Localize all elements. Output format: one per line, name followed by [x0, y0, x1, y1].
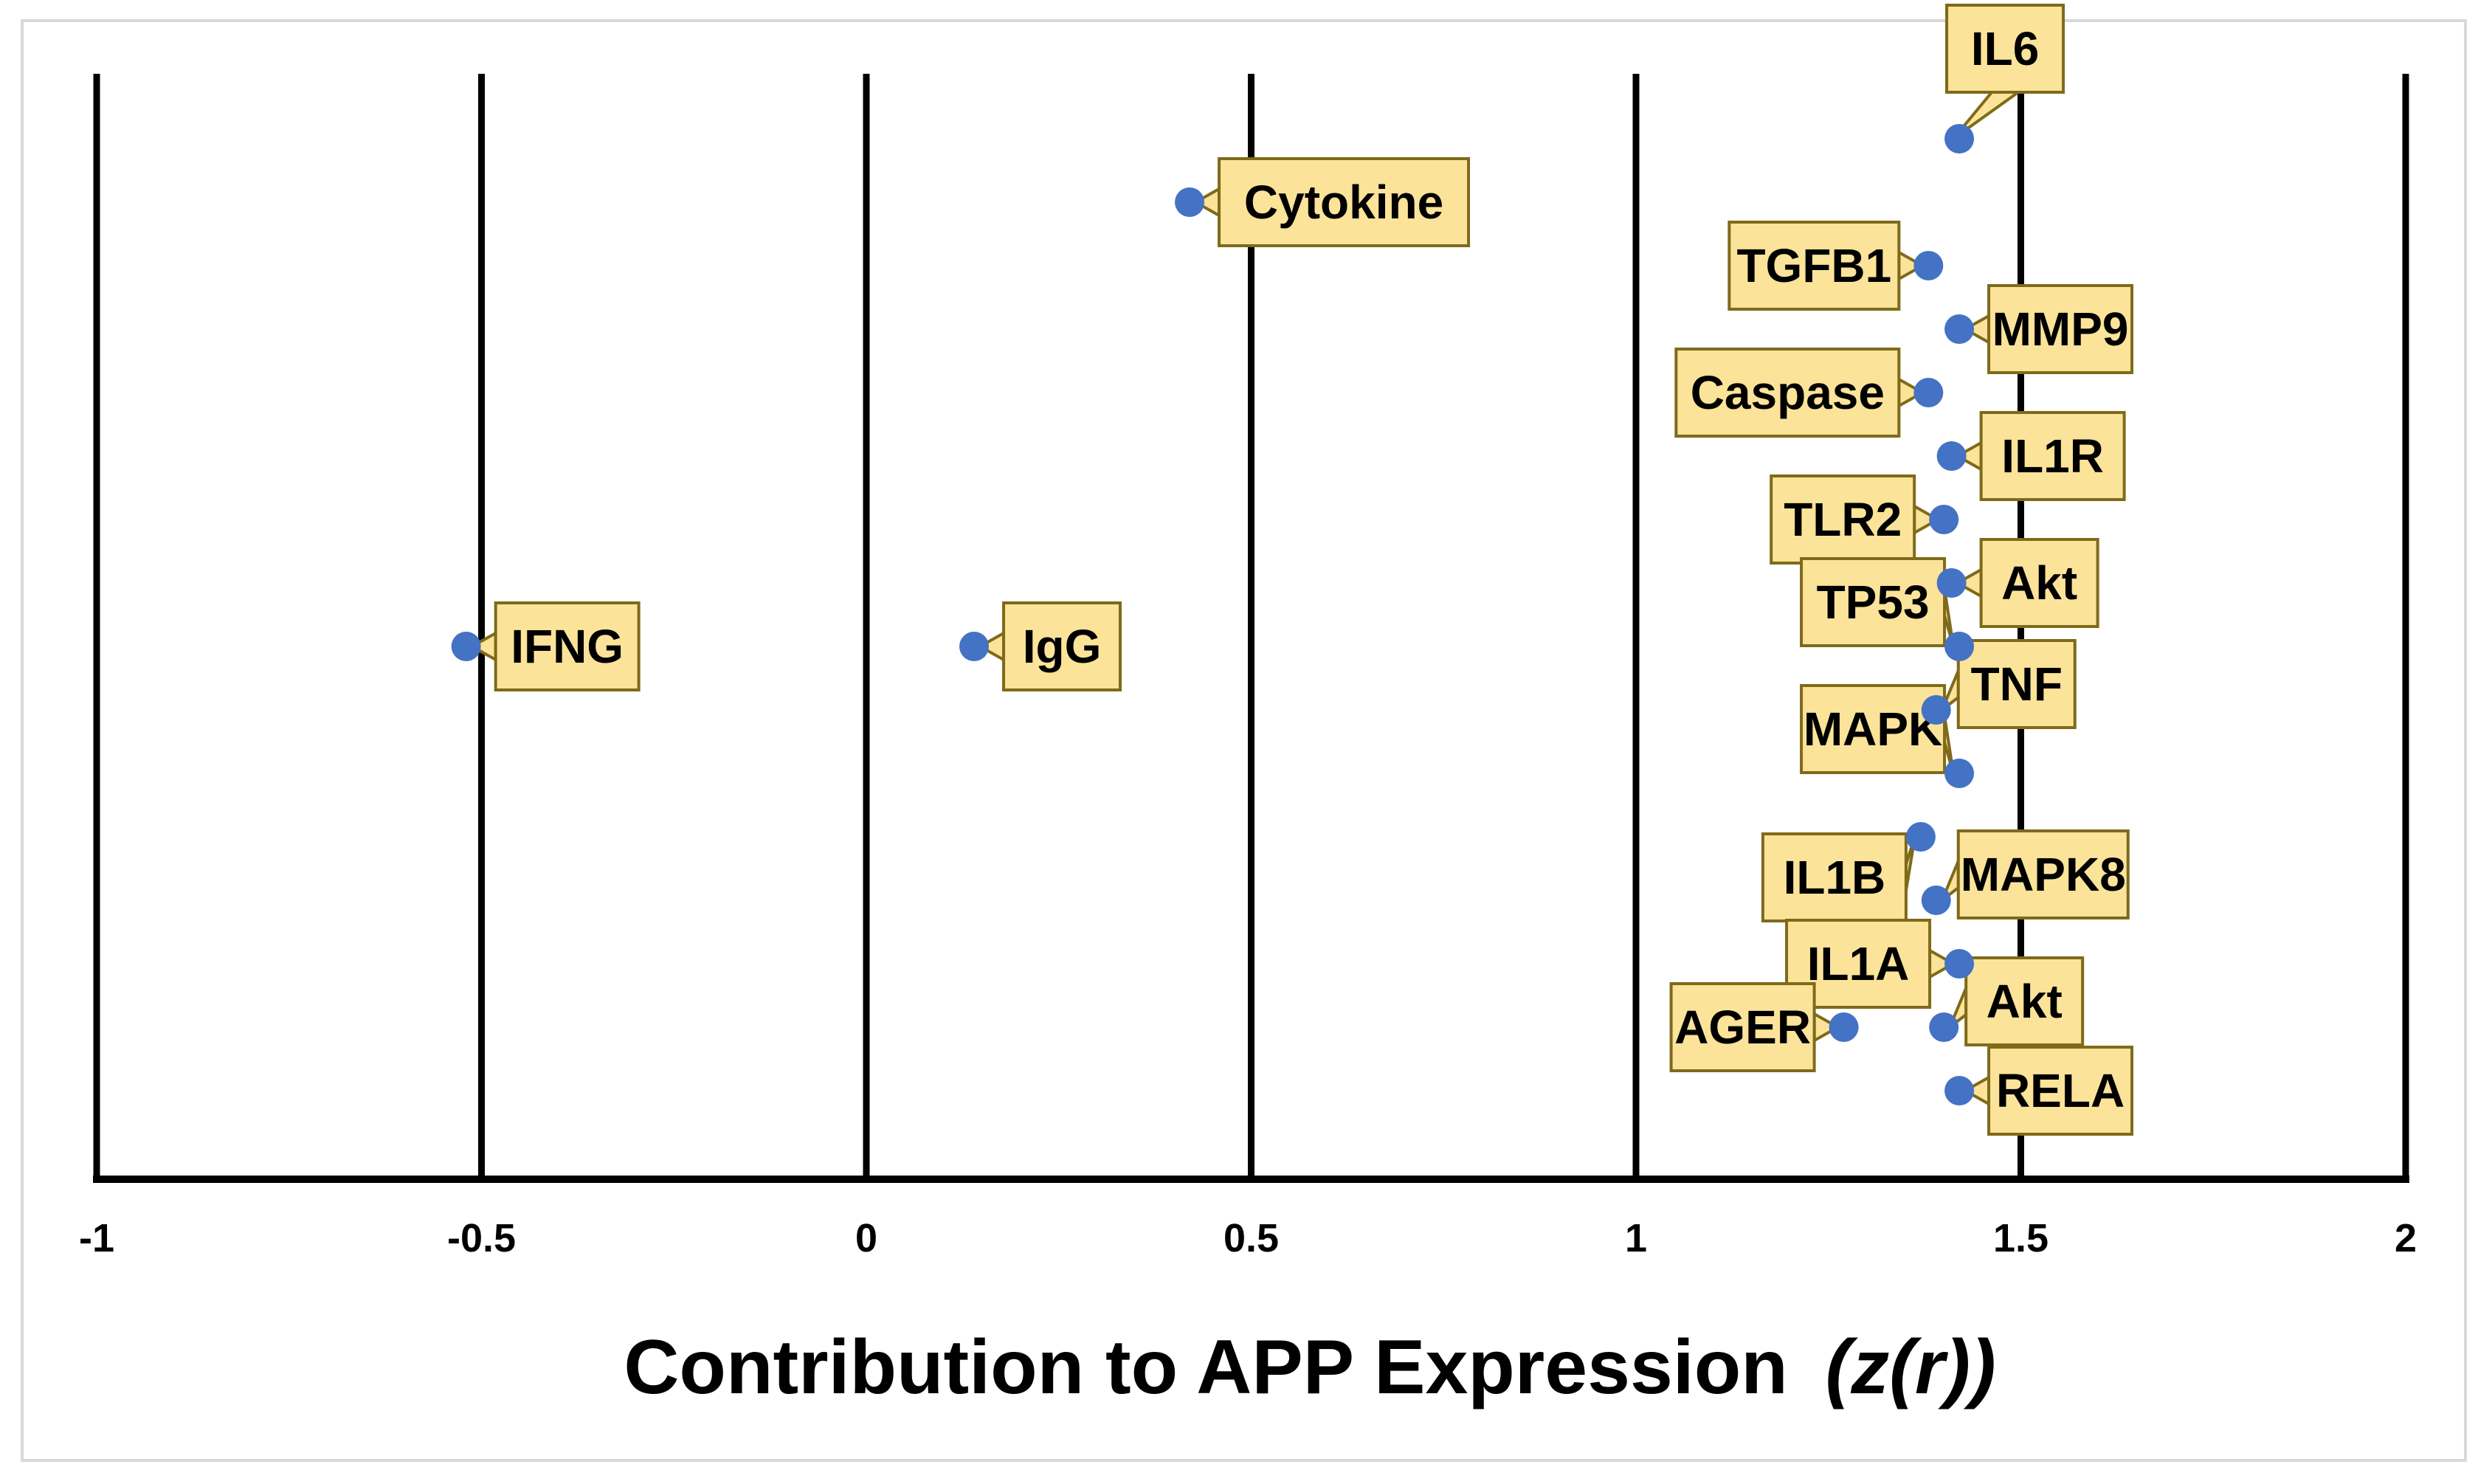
x-tick-label: -1 — [79, 1216, 114, 1260]
data-point-mapk8 — [1921, 886, 1951, 915]
point-label: AGER — [1674, 1001, 1811, 1054]
callout-box — [1800, 557, 1947, 647]
data-point-ifng — [451, 632, 481, 661]
point-label: MAPK8 — [1961, 848, 2126, 901]
callout-igg: IgG — [976, 601, 1122, 691]
callout-il1b: IL1B — [1761, 832, 1916, 922]
x-axis-title: Contribution to APP Expression (z(r)) — [624, 1325, 1995, 1410]
callout-box — [1956, 829, 2130, 919]
callout-box — [1674, 348, 1901, 438]
callout-labels: IL6 Cytokine TGFB1 MMP9 Caspase IL1R TLR2 Akt IF… — [469, 4, 2134, 1136]
callout-tp53: TP53 — [1800, 557, 1956, 647]
callout-box — [1956, 639, 2077, 729]
callout-tlr2: TLR2 — [1770, 474, 1942, 565]
data-point-il1a — [1944, 949, 1975, 979]
callout-mapk8: MAPK8 — [1939, 829, 2130, 919]
point-label: IL6 — [1971, 22, 2039, 75]
x-tick-label: 2 — [2395, 1216, 2417, 1260]
data-point-rela — [1944, 1076, 1975, 1105]
x-tick-labels: -1 -0.5 0 0.5 1 1.5 2 — [79, 1216, 2417, 1260]
data-point-igg — [959, 632, 990, 661]
point-label: MAPK — [1804, 703, 1942, 756]
callout-box — [1761, 832, 1908, 922]
callout-box — [1002, 601, 1122, 691]
point-label: RELA — [1996, 1064, 2125, 1117]
callout-akt: Akt — [1954, 538, 2099, 628]
point-label: Akt — [1987, 975, 2063, 1028]
x-tick-label: 1.5 — [1993, 1216, 2049, 1260]
callout-tnf: TNF — [1939, 639, 2077, 729]
callout-box — [1979, 411, 2126, 501]
callout-caspase: Caspase — [1674, 348, 1926, 438]
callout-box — [1800, 684, 1947, 774]
data-point-mapk — [1944, 759, 1975, 788]
data-point-akt — [1929, 1012, 1959, 1042]
callout-box — [1987, 1046, 2134, 1136]
data-point-cytokine — [1175, 187, 1205, 217]
point-label: IgG — [1023, 620, 1102, 673]
point-label: IL1A — [1807, 937, 1910, 990]
x-tick-label: -0.5 — [447, 1216, 516, 1260]
callout-il1a: IL1A — [1785, 919, 1957, 1009]
data-point-akt — [1936, 568, 1967, 598]
x-axis-title-main: Contribution to APP Expression — [624, 1325, 1787, 1410]
x-tick-label: 1 — [1625, 1216, 1647, 1260]
callout-tgfb1: TGFB1 — [1728, 221, 1926, 311]
callout-mmp9: MMP9 — [1961, 284, 2134, 374]
callout-box — [1945, 4, 2065, 94]
point-label: TP53 — [1817, 576, 1930, 629]
callout-box — [1669, 982, 1816, 1072]
point-label: IFNG — [511, 620, 624, 673]
point-label: TGFB1 — [1736, 239, 1891, 292]
callout-box — [1728, 221, 1901, 311]
point-label: TLR2 — [1784, 493, 1902, 546]
x-axis-title-suffix: (z(r)) — [1826, 1325, 1996, 1410]
callout-ager: AGER — [1669, 982, 1841, 1072]
callout-ifng: IFNG — [469, 601, 641, 691]
point-label: Akt — [2001, 556, 2077, 610]
point-label: Caspase — [1691, 366, 1885, 419]
x-tick-label: 0 — [855, 1216, 877, 1260]
point-label: MMP9 — [1992, 303, 2129, 356]
point-label: TNF — [1971, 658, 2063, 711]
data-point-mmp9 — [1944, 314, 1975, 344]
callout-cytokine: Cytokine — [1192, 157, 1471, 247]
callout-box — [494, 601, 641, 691]
point-label: IL1R — [2001, 429, 2104, 483]
callout-rela: RELA — [1961, 1046, 2134, 1136]
callout-il6: IL6 — [1945, 4, 2065, 140]
data-point-ager — [1829, 1012, 1859, 1042]
data-point-tlr2 — [1929, 505, 1959, 534]
callout-box — [1218, 157, 1471, 247]
data-point-il1b — [1905, 822, 1936, 852]
data-points — [451, 124, 1975, 1105]
data-point-caspase — [1913, 378, 1944, 407]
data-point-tgfb1 — [1913, 251, 1944, 280]
point-label: Cytokine — [1244, 176, 1443, 229]
callout-box — [1964, 956, 2085, 1046]
callout-akt: Akt — [1946, 956, 2085, 1046]
callout-box — [1979, 538, 2099, 628]
data-point-tnf — [1921, 695, 1951, 725]
callout-box — [1770, 474, 1916, 565]
x-tick-label: 0.5 — [1223, 1216, 1279, 1260]
data-point-il6 — [1944, 124, 1975, 153]
callout-box — [1987, 284, 2134, 374]
figure-frame — [21, 19, 2467, 1462]
point-label: IL1B — [1784, 851, 1886, 904]
data-point-tp53 — [1944, 632, 1975, 661]
data-point-il1r — [1936, 441, 1967, 471]
callout-mapk: MAPK — [1800, 684, 1956, 774]
callout-il1r: IL1R — [1954, 411, 2126, 501]
